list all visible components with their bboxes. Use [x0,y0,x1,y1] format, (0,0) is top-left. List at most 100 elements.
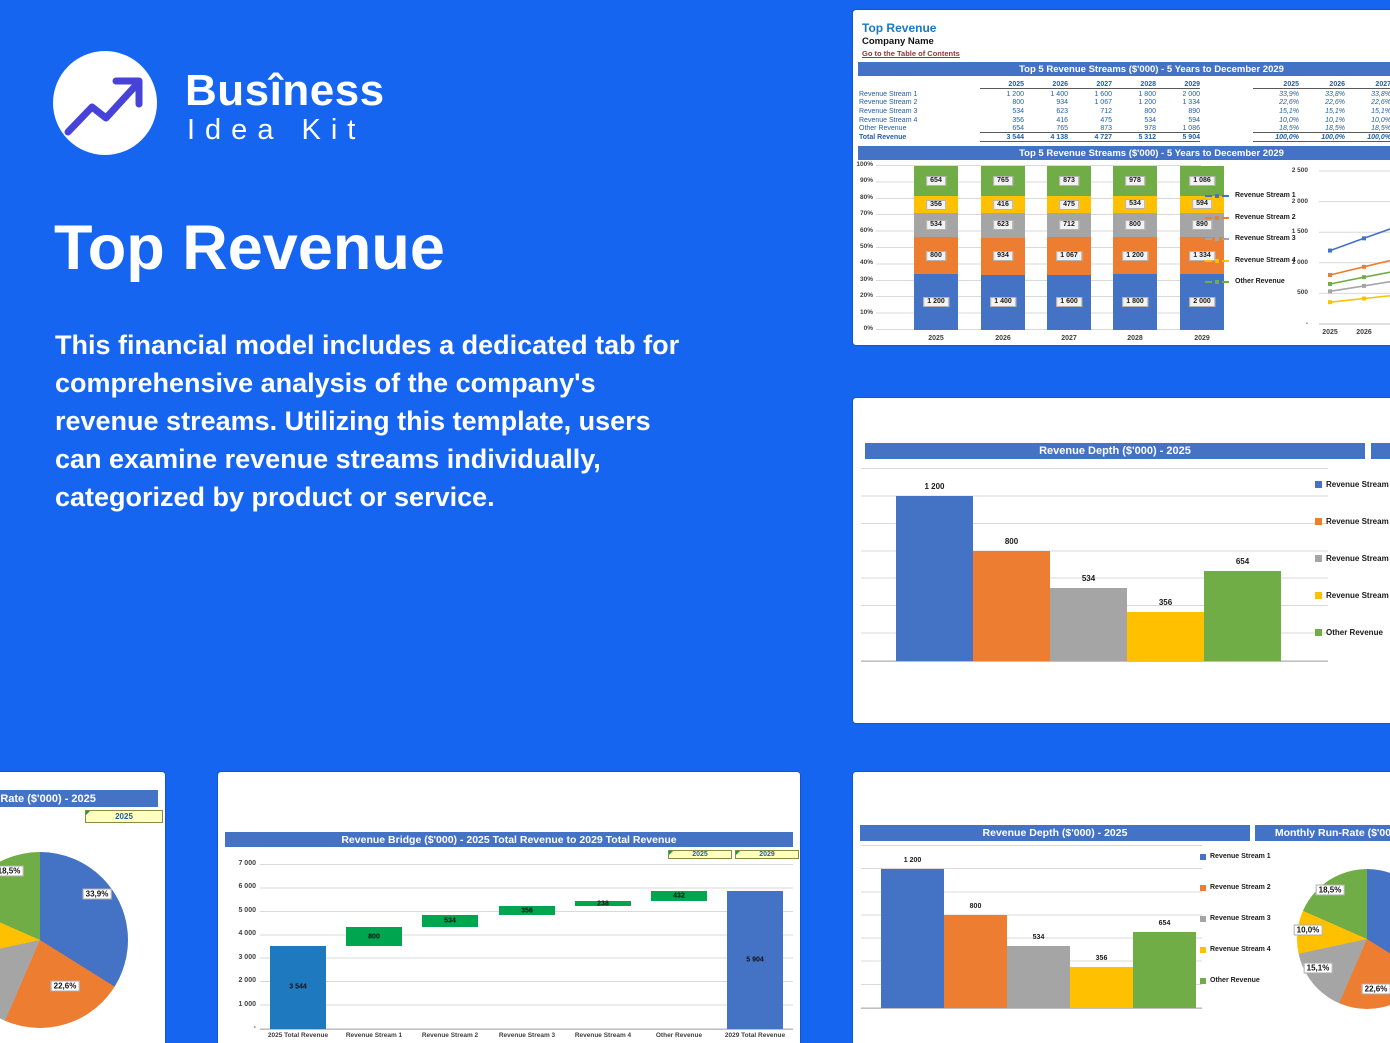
bar-value-label: 534 [1032,934,1045,942]
legend-item: Other Revenue [1205,278,1285,285]
run-rate-title-bar-2: Monthly Run-Rate ($'000) - 2025 [1255,825,1390,841]
x-axis-label: 2027 [1383,329,1390,336]
cell-value: 1 086 [1156,125,1200,133]
legend-label: Other Revenue [1235,278,1285,285]
depth-bar [973,551,1050,661]
depth-chart-plot-2 [861,845,1202,1009]
legend-swatch [1315,481,1322,488]
bar-value-label: 800 [1004,537,1019,547]
legend-item: Revenue Stream 1 [1200,853,1271,860]
cell-percent: 33,8% [1325,90,1345,98]
stacked-chart-title-bar: Top 5 Revenue Streams ($'000) - 5 Years … [858,146,1390,160]
table-row: Revenue Stream 4 356 416 475 534 594 10,0% 10,1… [859,116,1390,125]
legend-item: Other Revenue [1200,977,1260,984]
x-axis-label: Revenue Stream 4 [574,1032,632,1039]
legend-line [1205,216,1212,219]
stack-segment: 1 800 [1113,274,1157,330]
y-axis-label: 3 000 [238,953,256,961]
stack-segment: 1 086 [1180,166,1224,197]
cell-value: 1 334 [1182,99,1200,107]
pie-slice-label: 18,5% [0,865,24,877]
bridge-bar: 800 [346,927,402,946]
cell-value: 416 [1056,116,1068,124]
total-value: 5 904 [1156,134,1200,142]
stack-segment: 712 [1047,212,1091,238]
legend-item: Revenue Stream 4 [1205,257,1296,264]
line-series [1329,294,1390,303]
legend-label: Revenue Stream 2 [1210,884,1271,891]
bridge-from-year-dropdown[interactable]: 2025 [668,850,732,859]
legend-item: Revenue Stream 3 [1315,554,1390,563]
legend-swatch [1315,555,1322,562]
legend-item: Revenue Stream 2 [1200,884,1271,891]
cell-percent: 15,1% [1325,107,1345,115]
cell-value: 654 [980,125,1024,133]
cell-value: 765 [1024,125,1068,133]
legend-line [1205,259,1212,262]
bar-value-label: 238 [597,900,609,908]
stack-segment-label: 1 334 [1189,250,1215,261]
y-axis-label: - [253,1024,256,1031]
row-label: Revenue Stream 3 [859,107,918,115]
stack-segment-label: 594 [1192,199,1212,210]
sheet-panel-top: Top Revenue Company Name Go to the Table… [853,10,1390,345]
stack-segment-label: 534 [926,220,946,231]
legend-line [1222,280,1229,283]
data-point-marker [1362,236,1366,241]
stack-segment-label: 890 [1192,220,1212,231]
stack-segment: 594 [1180,196,1224,213]
bar-value-label: 1 200 [903,857,922,865]
y-axis-label: 100% [856,161,873,168]
legend-label: Revenue Stream 4 [1326,591,1390,600]
cell-percent: 18,5% [1253,125,1299,133]
table-header-row: 202520262027202820292025202620272028 [859,79,1390,90]
pie-slice-label: 22,6% [50,980,80,992]
stack-segment-label: 1 200 [1122,250,1148,261]
stack-segment: 534 [1113,196,1157,213]
depth-bar [1050,587,1127,661]
data-point-marker [1328,248,1332,253]
depth-bar [1133,932,1196,1008]
revenue-depth-panel: Revenue Depth ($'000) - 2025 1 200 800 534… [853,398,1390,723]
legend-line [1205,194,1212,197]
cell-value: 873 [1068,125,1112,133]
pie-slice-label: 33,9% [82,888,112,900]
stack-segment-label: 534 [1125,199,1145,210]
bridge-to-year-dropdown[interactable]: 2029 [735,850,799,859]
total-percent: 100,0% [1253,134,1299,142]
y-axis-label: 60% [859,226,873,234]
y-axis-label: 80% [859,193,873,201]
table-of-contents-link[interactable]: Go to the Table of Contents [862,49,960,58]
legend-item: Revenue Stream 3 [1205,235,1296,242]
run-rate-title-bar: Monthly Run-Rate ($'000) - 2025 [0,790,158,807]
brand-subname: Idea Kit [187,114,366,146]
bridge-bar: 3 544 [270,945,326,1029]
cell-value: 1 067 [1094,99,1112,107]
y-axis-label: 2 000 [1291,197,1308,205]
bar-value-label: 654 [1158,920,1171,928]
y-axis-label: 5 000 [238,906,256,914]
bar-value-label: 432 [673,892,685,900]
bridge-bar: 238 [575,900,631,908]
legend-label: Revenue Stream 1 [1235,192,1296,199]
bar-value-label: 5 904 [746,956,764,964]
stack-segment-label: 1 200 [923,297,949,308]
data-point-marker [1362,264,1366,269]
total-value: 3 544 [980,134,1024,142]
cell-percent: 22,6% [1325,99,1345,107]
stack-segment: 873 [1047,166,1091,197]
legend-item: Revenue Stream 3 [1200,915,1271,922]
y-axis-label: 30% [859,275,873,283]
brand-logo [52,50,158,156]
y-axis-label: 1 000 [238,1000,256,1008]
bar-value-label: 800 [969,903,982,911]
stack-segment-label: 356 [926,199,946,210]
year-selector-dropdown[interactable]: 2025 [85,810,163,823]
year-column-header: 2029 [1156,81,1200,89]
pie-slice-label: 10,0% [1293,924,1323,936]
bar-value-label: 800 [368,933,380,941]
y-axis-label: 7 000 [238,860,256,867]
depth-title-bar: Revenue Depth ($'000) - 2025 [865,443,1365,459]
stack-segment-label: 1 067 [1056,250,1082,261]
stack-segment-label: 623 [993,220,1013,231]
